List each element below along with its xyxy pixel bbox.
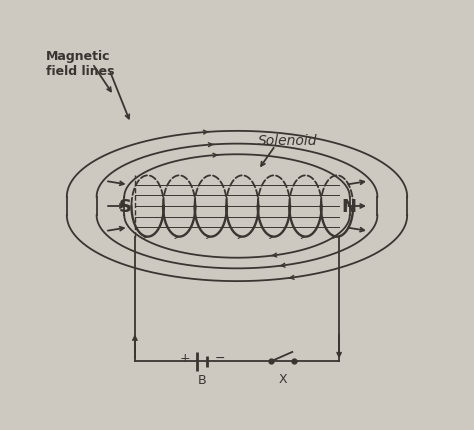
Text: B: B (197, 373, 206, 386)
Text: Magnetic
field lines: Magnetic field lines (46, 49, 114, 77)
Text: X: X (278, 372, 287, 385)
Text: −: − (215, 351, 225, 364)
Text: Solenoid: Solenoid (258, 134, 318, 147)
Text: +: + (179, 352, 190, 365)
Text: N: N (341, 197, 356, 215)
Text: S: S (119, 197, 132, 215)
